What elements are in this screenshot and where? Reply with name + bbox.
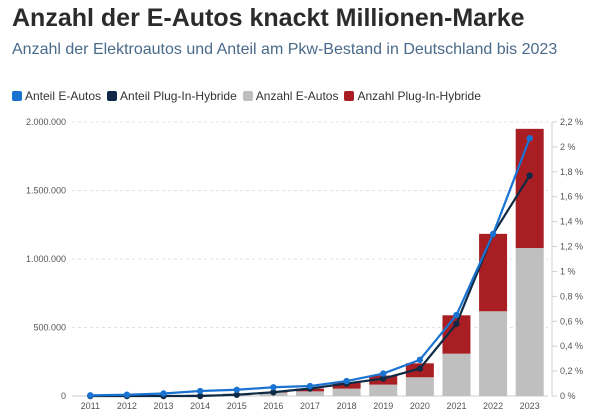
legend-swatch-ev-share — [12, 91, 22, 101]
legend-swatch-phev-count — [344, 91, 355, 101]
point-anteil-plug-in-hybride — [416, 365, 424, 372]
x-tick-label: 2013 — [154, 401, 174, 411]
y-right-tick-label: 1,8 % — [560, 167, 583, 177]
y-right-tick-label: 1 % — [560, 266, 576, 276]
point-anteil-e-autos — [306, 382, 314, 390]
y-left-tick-label: 500.000 — [33, 323, 66, 333]
y-left-tick-label: 1.000.000 — [26, 254, 66, 264]
x-tick-label: 2019 — [373, 401, 393, 411]
bar-phev-count — [515, 128, 544, 249]
chart-title: Anzahl der E-Autos knackt Millionen-Mark… — [12, 4, 525, 32]
x-tick-label: 2015 — [227, 401, 247, 411]
point-anteil-plug-in-hybride — [526, 172, 533, 179]
x-tick-label: 2017 — [300, 401, 320, 411]
point-anteil-e-autos — [270, 384, 277, 391]
x-tick-label: 2021 — [446, 401, 466, 411]
chart-legend: Anteil E-Autos Anteil Plug-In-Hybride An… — [12, 89, 487, 103]
legend-label-ev-share: Anteil E-Autos — [25, 89, 102, 103]
y-right-tick-label: 0,6 % — [560, 316, 583, 326]
point-anteil-plug-in-hybride — [196, 392, 204, 400]
y-right-tick-label: 0,8 % — [560, 291, 583, 301]
point-anteil-plug-in-hybride — [233, 391, 240, 398]
legend-swatch-ev-count — [242, 91, 253, 101]
y-left-tick-label: 0 — [61, 391, 66, 401]
y-left-tick-label: 2.000.000 — [26, 117, 66, 127]
y-right-tick-label: 0,2 % — [560, 366, 583, 376]
point-anteil-e-autos — [416, 356, 424, 364]
legend-item-phev-share[interactable]: Anteil Plug-In-Hybride — [107, 89, 237, 103]
legend-label-phev-share: Anteil Plug-In-Hybride — [120, 89, 237, 103]
point-anteil-e-autos — [233, 386, 240, 393]
point-anteil-e-autos — [453, 311, 460, 319]
bar-ev-count — [332, 388, 361, 396]
legend-item-ev-share[interactable]: Anteil E-Autos — [12, 89, 101, 103]
y-right-tick-label: 1,2 % — [560, 242, 583, 252]
bar-ev-count — [442, 353, 471, 396]
y-right-tick-label: 2,2 % — [560, 117, 583, 127]
bar-ev-count — [296, 391, 324, 396]
legend-item-ev-count[interactable]: Anzahl E-Autos — [242, 89, 339, 103]
point-anteil-e-autos — [87, 392, 94, 399]
legend-swatch-phev-share — [107, 91, 118, 101]
y-right-tick-label: 1,6 % — [560, 192, 583, 202]
x-tick-label: 2016 — [263, 401, 283, 411]
y-right-tick-label: 2 % — [560, 142, 576, 152]
x-tick-label: 2011 — [81, 401, 100, 411]
point-anteil-plug-in-hybride — [380, 375, 387, 382]
y-right-tick-label: 0 % — [560, 391, 576, 401]
bar-phev-count — [479, 233, 508, 312]
legend-label-ev-count: Anzahl E-Autos — [255, 89, 339, 103]
point-anteil-e-autos — [526, 134, 533, 142]
bar-ev-count — [369, 384, 398, 396]
point-anteil-e-autos — [123, 391, 131, 398]
point-anteil-plug-in-hybride — [270, 389, 277, 396]
y-right-tick-label: 0,4 % — [560, 341, 583, 351]
point-anteil-plug-in-hybride — [453, 320, 460, 327]
y-left-tick-label: 1.500.000 — [26, 186, 66, 196]
bar-ev-count — [405, 377, 434, 396]
point-anteil-e-autos — [196, 387, 204, 395]
x-tick-label: 2012 — [117, 401, 137, 411]
bar-ev-count — [515, 248, 544, 396]
x-tick-label: 2022 — [483, 401, 503, 411]
point-anteil-e-autos — [343, 377, 350, 385]
x-tick-label: 2014 — [190, 401, 210, 411]
x-tick-label: 2018 — [337, 401, 357, 411]
point-anteil-e-autos — [489, 230, 497, 238]
point-anteil-e-autos — [380, 370, 387, 377]
legend-item-phev-count[interactable]: Anzahl Plug-In-Hybride — [344, 89, 481, 103]
y-right-tick-label: 1,4 % — [560, 217, 583, 227]
legend-label-phev-count: Anzahl Plug-In-Hybride — [357, 89, 481, 103]
point-anteil-e-autos — [160, 390, 167, 397]
bar-ev-count — [479, 311, 508, 396]
chart-subtitle: Anzahl der Elektroautos und Anteil am Pk… — [12, 41, 558, 58]
x-tick-label: 2023 — [520, 401, 540, 411]
x-tick-label: 2020 — [410, 401, 430, 411]
